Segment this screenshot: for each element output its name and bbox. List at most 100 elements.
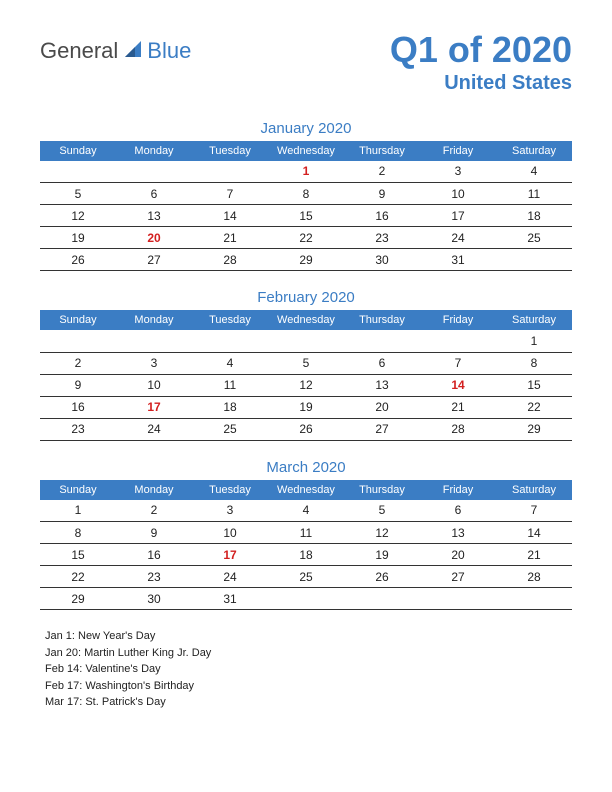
calendar-cell: 17	[420, 205, 496, 227]
calendar-row: 22232425262728	[40, 566, 572, 588]
logo-word1: General	[40, 38, 118, 64]
calendar-row: 262728293031	[40, 249, 572, 271]
calendar-cell: 28	[420, 418, 496, 440]
calendar-table: SundayMondayTuesdayWednesdayThursdayFrid…	[40, 480, 572, 611]
calendar-cell: 9	[116, 522, 192, 544]
calendar-cell: 6	[344, 352, 420, 374]
calendar-cell: 5	[268, 352, 344, 374]
calendar-row: 2345678	[40, 352, 572, 374]
calendar-cell: 4	[192, 352, 268, 374]
calendar-row: 9101112131415	[40, 374, 572, 396]
page-header: General Blue Q1 of 2020 United States	[40, 30, 572, 95]
day-header: Sunday	[40, 480, 116, 500]
calendar-cell	[420, 588, 496, 610]
logo-word2: Blue	[147, 38, 191, 64]
day-header: Thursday	[344, 480, 420, 500]
day-header: Thursday	[344, 310, 420, 330]
calendar-cell: 4	[268, 500, 344, 522]
day-header: Tuesday	[192, 480, 268, 500]
calendar-cell: 14	[192, 205, 268, 227]
calendar-cell: 14	[420, 374, 496, 396]
calendar-cell: 10	[420, 183, 496, 205]
calendar-cell: 16	[344, 205, 420, 227]
months-container: January 2020SundayMondayTuesdayWednesday…	[40, 120, 572, 611]
calendar-cell	[192, 161, 268, 183]
calendar-cell: 30	[116, 588, 192, 610]
calendar-row: 19202122232425	[40, 227, 572, 249]
calendar-cell: 8	[40, 522, 116, 544]
calendar-cell	[192, 330, 268, 352]
calendar-cell: 25	[268, 566, 344, 588]
calendar-cell: 13	[420, 522, 496, 544]
calendar-cell: 3	[420, 161, 496, 183]
calendar-cell: 10	[192, 522, 268, 544]
holiday-item: Feb 17: Washington's Birthday	[45, 678, 572, 695]
month-title: January 2020	[40, 120, 572, 137]
calendar-row: 1234567	[40, 500, 572, 522]
calendar-cell: 7	[420, 352, 496, 374]
day-header: Wednesday	[268, 480, 344, 500]
calendar-cell: 7	[496, 500, 572, 522]
calendar-cell: 11	[496, 183, 572, 205]
calendar-cell	[268, 330, 344, 352]
calendar-cell: 20	[420, 544, 496, 566]
calendar-cell: 23	[116, 566, 192, 588]
calendar-cell: 27	[344, 418, 420, 440]
calendar-row: 1	[40, 330, 572, 352]
calendar-cell	[116, 161, 192, 183]
calendar-cell	[40, 161, 116, 183]
calendar-row: 891011121314	[40, 522, 572, 544]
calendar-cell: 22	[268, 227, 344, 249]
calendar-cell: 29	[268, 249, 344, 271]
calendar-table: SundayMondayTuesdayWednesdayThursdayFrid…	[40, 310, 572, 441]
calendar-cell: 14	[496, 522, 572, 544]
logo: General Blue	[40, 38, 191, 64]
calendar-cell: 5	[344, 500, 420, 522]
calendar-cell: 31	[192, 588, 268, 610]
day-header: Saturday	[496, 310, 572, 330]
calendar-row: 23242526272829	[40, 418, 572, 440]
calendar-cell: 12	[344, 522, 420, 544]
month-title: February 2020	[40, 289, 572, 306]
calendar-cell: 17	[116, 396, 192, 418]
day-header: Monday	[116, 480, 192, 500]
calendar-cell: 19	[40, 227, 116, 249]
calendar-cell: 4	[496, 161, 572, 183]
calendar-cell: 1	[40, 500, 116, 522]
calendar-cell: 18	[268, 544, 344, 566]
calendar-cell: 28	[192, 249, 268, 271]
month-block: February 2020 SundayMondayTuesdayWednesda…	[40, 289, 572, 441]
calendar-cell: 18	[496, 205, 572, 227]
calendar-cell: 17	[192, 544, 268, 566]
holiday-item: Jan 1: New Year's Day	[45, 628, 572, 645]
day-header: Friday	[420, 141, 496, 161]
calendar-cell	[420, 330, 496, 352]
calendar-cell: 19	[344, 544, 420, 566]
calendar-cell: 23	[344, 227, 420, 249]
calendar-cell	[344, 330, 420, 352]
day-header: Monday	[116, 310, 192, 330]
month-block: March 2020 SundayMondayTuesdayWednesdayTh…	[40, 459, 572, 611]
calendar-cell	[40, 330, 116, 352]
calendar-cell: 24	[192, 566, 268, 588]
calendar-row: 293031	[40, 588, 572, 610]
holiday-item: Jan 20: Martin Luther King Jr. Day	[45, 645, 572, 662]
calendar-cell: 27	[420, 566, 496, 588]
month-title: March 2020	[40, 459, 572, 476]
calendar-cell: 30	[344, 249, 420, 271]
day-header: Tuesday	[192, 141, 268, 161]
calendar-cell: 11	[268, 522, 344, 544]
calendar-cell: 2	[116, 500, 192, 522]
day-header: Friday	[420, 310, 496, 330]
day-header: Tuesday	[192, 310, 268, 330]
day-header: Friday	[420, 480, 496, 500]
day-header: Saturday	[496, 141, 572, 161]
calendar-cell: 2	[344, 161, 420, 183]
calendar-cell	[116, 330, 192, 352]
calendar-cell: 6	[420, 500, 496, 522]
calendar-cell: 28	[496, 566, 572, 588]
logo-sail-icon	[123, 39, 145, 64]
calendar-cell: 31	[420, 249, 496, 271]
calendar-row: 567891011	[40, 183, 572, 205]
calendar-row: 16171819202122	[40, 396, 572, 418]
